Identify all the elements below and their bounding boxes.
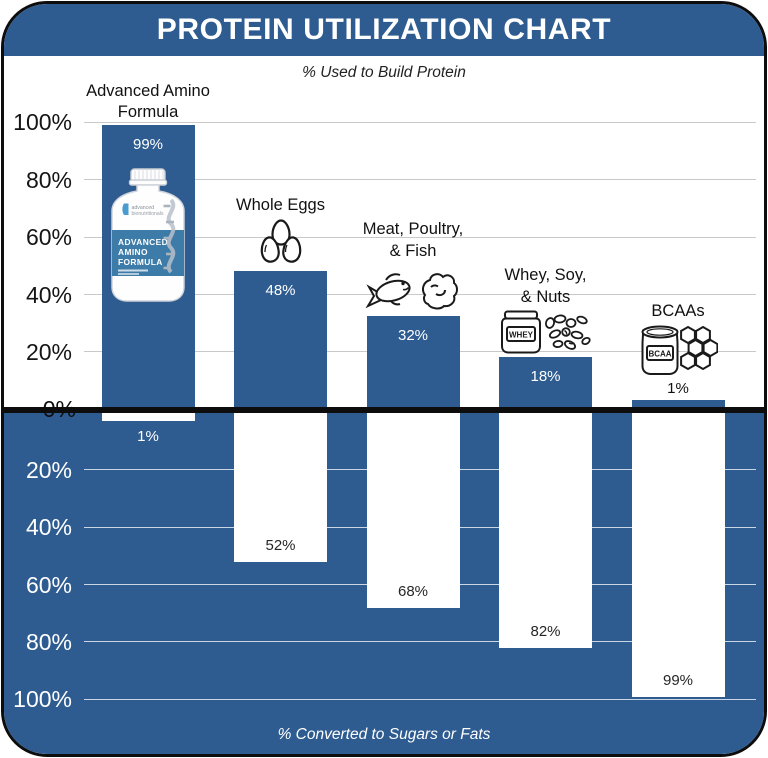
- bar-value-label: 52%: [265, 537, 296, 555]
- y-axis-tick-top: 60%: [25, 224, 72, 250]
- bottle-logo-text: advanced: [132, 205, 155, 211]
- category-header: Meat, Poultry, & Fish: [325, 220, 501, 313]
- zero-tick-label: 0%: [42, 396, 76, 422]
- bottle-label-line: AMINO: [118, 247, 148, 257]
- chart-title: PROTEIN UTILIZATION CHART: [156, 13, 612, 46]
- category-label: & Fish: [389, 241, 437, 260]
- category-label: Advanced Amino: [86, 81, 210, 100]
- whey-jar-label: WHEY: [509, 330, 534, 339]
- y-axis-tick-bottom: 60%: [25, 571, 72, 598]
- build-protein-bar: [631, 400, 725, 408]
- bar-value-label: 99%: [662, 672, 694, 690]
- category-label: Formula: [117, 103, 179, 122]
- bcaa-honeycomb-icon: BCAA: [641, 325, 718, 375]
- y-axis-tick-bottom: 40%: [25, 514, 72, 540]
- bottle-label-line: ADVANCED: [118, 237, 168, 247]
- category-label: Meat, Poultry,: [362, 220, 464, 239]
- whey-soy-nuts-icon: WHEY: [500, 310, 591, 354]
- build-protein-bar: [366, 316, 460, 408]
- converted-bar: [366, 413, 460, 609]
- category-header: BCAAs BCAA 1%: [590, 302, 764, 397]
- category-header: Advanced Amino Formula: [60, 82, 236, 122]
- bar-value-label: 1%: [667, 380, 689, 397]
- bar-value-label: 82%: [530, 623, 561, 641]
- converted-bar: [499, 413, 592, 649]
- meat-poultry-fish-icon: [365, 273, 458, 310]
- bar-value-label: 99%: [132, 135, 164, 153]
- y-axis-tick-top: 80%: [25, 166, 72, 193]
- category-label: & Nuts: [520, 287, 571, 306]
- category-header: Whole Eggs: [193, 196, 369, 268]
- bar-value-label: 48%: [265, 281, 296, 299]
- y-axis-tick-bottom: 100%: [13, 686, 72, 712]
- category-label: BCAAs: [651, 302, 705, 321]
- y-axis-tick-top: 40%: [25, 281, 72, 308]
- converted-bar: [631, 413, 725, 698]
- build-protein-bar: [234, 270, 327, 408]
- dna-helix-graphic: [166, 198, 176, 274]
- y-axis-tick-top: 100%: [13, 109, 72, 135]
- converted-bar: [234, 413, 327, 563]
- y-axis-tick-bottom: 20%: [25, 456, 72, 483]
- category-label: Whole Eggs: [236, 196, 325, 215]
- category-header: Whey, Soy, & Nuts WHEY: [458, 266, 634, 354]
- gridline: [84, 294, 756, 295]
- zero-baseline: [4, 407, 764, 413]
- bottle-label-line: FORMULA: [118, 257, 163, 267]
- gridline: [84, 121, 756, 123]
- bar-value-label: 68%: [397, 583, 429, 601]
- bcaa-jar-label: BCAA: [648, 350, 671, 359]
- whole-eggs-icon: [260, 219, 301, 263]
- y-axis-tick-bottom: 80%: [25, 628, 72, 655]
- bar-value-label: 18%: [530, 367, 561, 385]
- gridline: [84, 698, 756, 700]
- bottle-logo-mark: [122, 203, 129, 215]
- gridline: [84, 179, 756, 180]
- y-axis-tick-top: 20%: [25, 338, 72, 365]
- bottle-logo-text: bionutritionals: [132, 211, 164, 217]
- bar-value-label: 32%: [397, 327, 429, 345]
- gridline: [84, 641, 756, 642]
- top-axis-title: % Used to Build Protein: [302, 64, 466, 81]
- amino-bottle-image: advanced bionutritionals ADVANCED AMINO …: [111, 168, 185, 302]
- category-label: Whey, Soy,: [504, 266, 587, 285]
- gridline: [84, 236, 756, 238]
- build-protein-bar: [499, 356, 592, 408]
- converted-bar: [101, 413, 195, 421]
- chart-header: PROTEIN UTILIZATION CHART: [4, 4, 764, 56]
- bottom-axis-title: % Converted to Sugars or Fats: [277, 726, 491, 743]
- bar-value-label: 1%: [137, 428, 159, 445]
